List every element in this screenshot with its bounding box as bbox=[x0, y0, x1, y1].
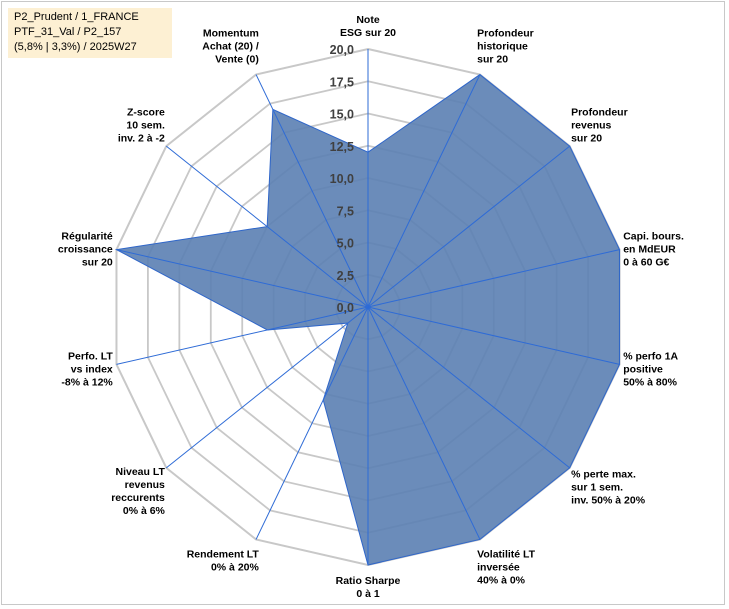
info-line-1: P2_Prudent / 1_FRANCE bbox=[14, 11, 139, 23]
tick-label: 12,5 bbox=[330, 140, 354, 154]
radial-tick-labels: 0,0 2,5 5,0 7,5 10,0 12,5 15,0 17,5 20,0 bbox=[330, 43, 354, 315]
category-label: Régularité croissance sur 20 bbox=[58, 230, 113, 268]
category-label: Profondeur historique sur 20 bbox=[477, 28, 534, 66]
tick-label: 5,0 bbox=[337, 237, 354, 251]
tick-label: 17,5 bbox=[330, 75, 354, 89]
axis-spoke bbox=[255, 74, 369, 308]
category-label: Niveau LT revenus reccurents 0% à 6% bbox=[111, 466, 165, 517]
tick-label: 15,0 bbox=[330, 108, 354, 122]
category-label: Capi. bours. en MdEUR 0 à 60 G€ bbox=[623, 230, 684, 268]
axis-spoke bbox=[367, 74, 481, 308]
info-line-2: PTF_31_Val / P2_157 bbox=[14, 26, 122, 38]
axis-spoke bbox=[367, 306, 620, 365]
tick-label: 7,5 bbox=[337, 204, 354, 218]
axis-spoke bbox=[165, 306, 369, 469]
info-line-3: (5,8% | 3,3%) / 2025W27 bbox=[14, 41, 137, 53]
tick-label: 10,0 bbox=[330, 172, 354, 186]
axis-spoke bbox=[165, 145, 369, 308]
axis-spoke bbox=[367, 249, 620, 308]
category-label: Perfo. LT vs index -8% à 12% bbox=[61, 351, 113, 389]
category-label: Profondeur revenus sur 20 bbox=[571, 107, 628, 145]
portfolio-info-box: P2_Prudent / 1_FRANCE PTF_31_Val / P2_15… bbox=[8, 8, 172, 58]
axis-spoke bbox=[116, 249, 369, 308]
radar-axes bbox=[116, 49, 620, 565]
category-label: % perfo 1A positive 50% à 80% bbox=[623, 351, 678, 389]
category-label: Rendement LT 0% à 20% bbox=[187, 548, 260, 573]
axis-spoke bbox=[255, 306, 369, 540]
category-label: Volatilité LT inversée 40% à 0% bbox=[477, 548, 536, 586]
axis-spoke bbox=[116, 306, 369, 365]
axis-spoke bbox=[367, 306, 571, 469]
category-labels: Note ESG sur 20 Profondeur historique sur 20… bbox=[58, 14, 684, 600]
category-label: % perte max. sur 1 sem. inv. 50% à 20% bbox=[571, 469, 646, 507]
tick-label: 2,5 bbox=[337, 269, 354, 283]
axis-spoke bbox=[367, 145, 571, 308]
category-label: Ratio Sharpe 0 à 1 bbox=[336, 575, 401, 600]
category-label: Z-score 10 sem. inv. 2 à -2 bbox=[118, 107, 165, 145]
tick-label: 0,0 bbox=[337, 301, 354, 315]
category-label: Note ESG sur 20 bbox=[340, 14, 396, 39]
tick-label: 20,0 bbox=[330, 43, 354, 57]
category-label: Momentum Achat (20) / Vente (0) bbox=[202, 28, 259, 66]
axis-spoke bbox=[367, 306, 481, 540]
